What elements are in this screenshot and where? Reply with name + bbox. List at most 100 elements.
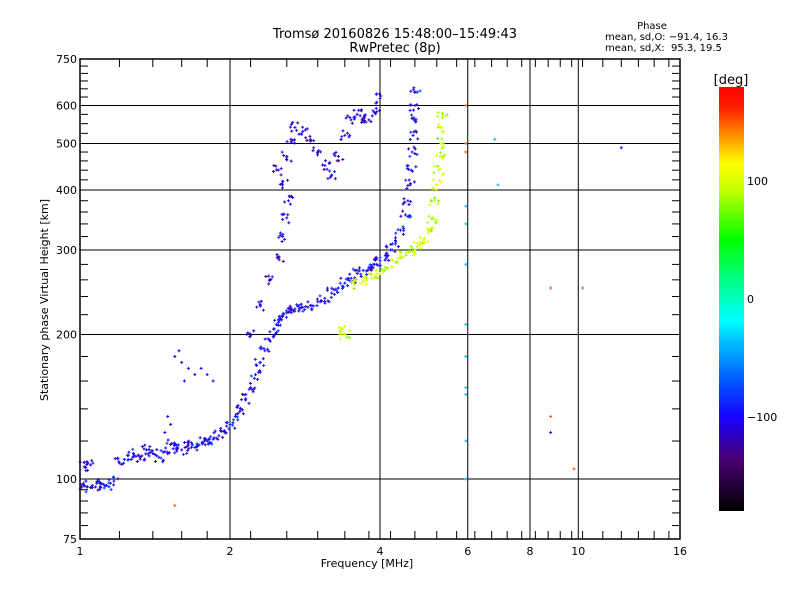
data-point xyxy=(437,168,441,172)
data-point xyxy=(378,256,382,260)
x-tick-label: 16 xyxy=(673,545,687,558)
data-point xyxy=(167,451,171,455)
data-point xyxy=(375,100,379,104)
data-point xyxy=(199,366,203,370)
data-point xyxy=(272,327,276,331)
data-point xyxy=(332,292,336,296)
data-point xyxy=(279,173,283,177)
data-point xyxy=(366,268,370,272)
data-point xyxy=(441,172,445,176)
data-point xyxy=(413,90,417,94)
data-point xyxy=(350,121,354,125)
data-point xyxy=(249,334,253,338)
data-point xyxy=(271,169,275,173)
data-point xyxy=(277,235,281,239)
data-point xyxy=(262,346,266,350)
x-tick-label: 1 xyxy=(77,545,84,558)
colorbar-tick-label: −100 xyxy=(747,411,777,424)
data-point xyxy=(266,337,270,341)
data-point xyxy=(406,184,410,188)
data-point xyxy=(374,255,378,259)
data-point xyxy=(84,465,88,469)
data-point xyxy=(288,304,292,308)
data-point xyxy=(353,269,357,273)
data-point xyxy=(408,137,412,141)
data-point xyxy=(214,436,218,440)
data-point xyxy=(410,150,414,154)
data-point xyxy=(293,141,297,145)
data-point xyxy=(346,284,350,288)
data-point xyxy=(364,275,368,279)
data-point xyxy=(244,393,248,397)
data-point xyxy=(436,114,440,118)
data-point xyxy=(238,406,242,410)
data-point xyxy=(340,284,344,288)
data-point xyxy=(240,398,244,402)
data-point xyxy=(186,448,190,452)
data-point xyxy=(228,422,232,426)
data-point xyxy=(345,131,349,135)
data-point xyxy=(338,326,342,330)
data-point xyxy=(268,330,272,334)
data-point xyxy=(234,412,238,416)
data-point xyxy=(164,446,168,450)
data-point xyxy=(383,254,387,258)
data-point xyxy=(173,354,177,358)
data-point xyxy=(284,315,288,319)
data-point xyxy=(431,178,435,182)
data-point xyxy=(286,306,290,310)
data-point xyxy=(311,149,315,153)
data-point xyxy=(266,347,270,351)
data-point xyxy=(85,460,89,464)
data-point xyxy=(85,485,89,489)
data-point xyxy=(435,183,439,187)
data-point xyxy=(244,398,248,402)
data-point xyxy=(341,129,345,133)
data-point xyxy=(165,441,169,445)
data-point xyxy=(374,112,378,116)
data-point xyxy=(438,178,442,182)
data-point xyxy=(96,478,100,482)
data-point xyxy=(433,164,437,168)
data-point xyxy=(393,242,397,246)
data-point xyxy=(286,199,290,203)
data-point xyxy=(281,232,285,236)
data-point xyxy=(248,381,252,385)
data-point xyxy=(322,167,326,171)
data-point xyxy=(261,308,265,312)
data-point xyxy=(102,486,106,490)
data-point xyxy=(289,307,293,311)
data-point xyxy=(155,454,159,458)
data-point xyxy=(264,274,268,278)
data-point xyxy=(355,112,359,116)
data-point xyxy=(204,438,208,442)
data-point xyxy=(441,130,445,134)
data-point xyxy=(203,443,207,447)
data-point xyxy=(412,249,416,253)
data-point xyxy=(378,272,382,276)
data-point xyxy=(310,307,314,311)
data-point xyxy=(96,480,100,484)
data-point xyxy=(186,441,190,445)
data-point xyxy=(288,202,292,206)
data-point xyxy=(393,239,397,243)
data-point xyxy=(104,483,108,487)
data-point xyxy=(268,279,272,283)
data-point xyxy=(365,276,369,280)
data-point xyxy=(411,169,415,173)
data-point xyxy=(312,146,316,150)
data-point xyxy=(251,390,255,394)
data-point xyxy=(441,112,445,116)
data-point xyxy=(147,454,151,458)
data-point xyxy=(248,332,252,336)
data-point xyxy=(296,121,300,125)
data-point xyxy=(343,332,347,336)
data-point xyxy=(268,339,272,343)
data-point xyxy=(362,118,366,122)
data-point xyxy=(211,437,215,441)
data-point xyxy=(297,309,301,313)
data-point xyxy=(408,103,412,107)
data-point xyxy=(355,272,359,276)
data-point xyxy=(338,329,342,333)
data-point xyxy=(182,379,186,383)
